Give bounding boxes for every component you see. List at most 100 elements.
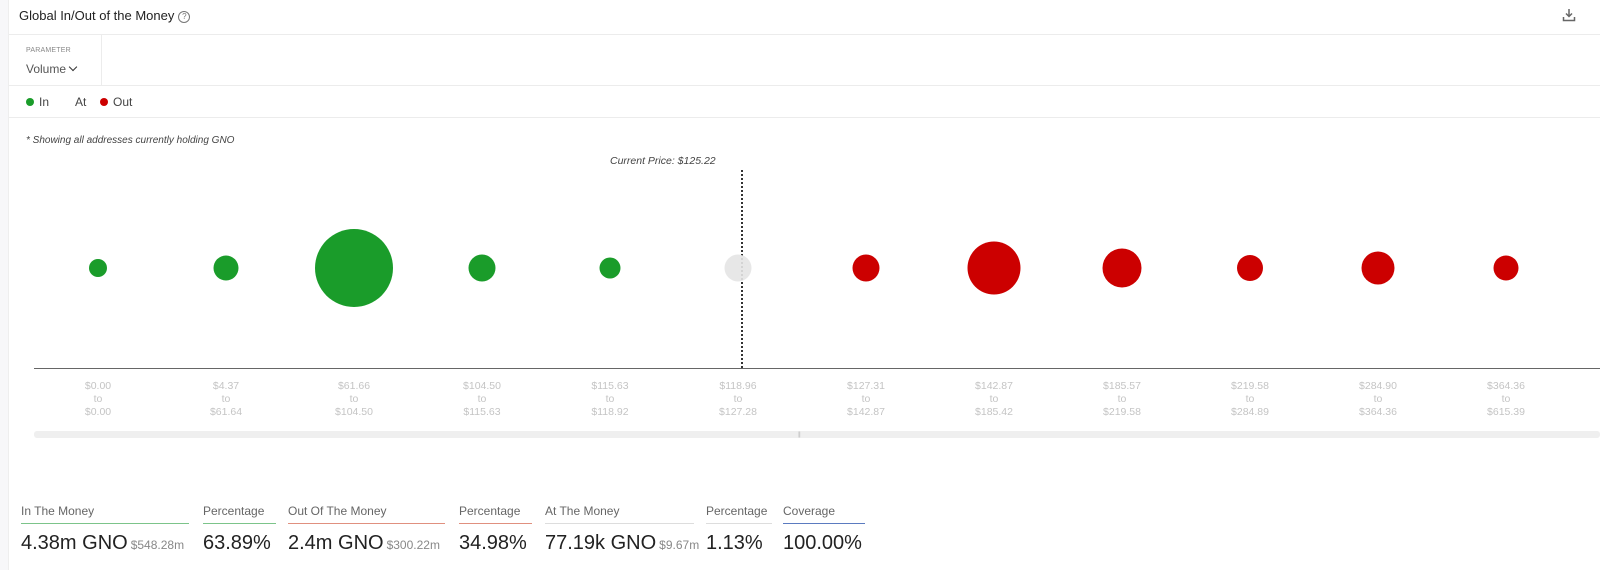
- chart-horizontal-scrollbar[interactable]: |||: [34, 431, 1600, 438]
- x-tick-to: $364.36: [1359, 406, 1397, 418]
- stat-label: At The Money: [545, 504, 694, 524]
- x-tick-to: $185.42: [975, 406, 1013, 418]
- bubble-in[interactable]: [89, 259, 107, 277]
- x-tick-to: $61.64: [209, 406, 243, 418]
- stat-label: In The Money: [21, 504, 189, 524]
- bubble-out[interactable]: [1237, 255, 1263, 281]
- stat-value: 4.38m GNO $548.28m: [21, 532, 189, 555]
- widget-header: Global In/Out of the Money?: [9, 0, 1600, 35]
- red-dot-icon: [100, 98, 108, 106]
- current-price-label: Current Price: $125.22: [610, 155, 716, 167]
- legend-item-in[interactable]: In: [26, 95, 49, 109]
- help-icon[interactable]: ?: [178, 11, 191, 23]
- x-tick-label: $127.31 to $142.87: [821, 380, 911, 419]
- x-tick-label: $185.57 to $219.58: [1077, 380, 1167, 419]
- stat-value-text: 77.19k GNO: [545, 532, 657, 554]
- stat-value-text: 100.00%: [783, 532, 862, 554]
- x-tick-to-word: to: [989, 393, 999, 405]
- stat-usd-value: $9.67m: [659, 538, 700, 552]
- stat-value-text: 2.4m GNO: [288, 532, 384, 554]
- bubble-in[interactable]: [213, 255, 239, 281]
- x-tick-to: $115.63: [463, 406, 501, 418]
- x-tick-to: $615.39: [1487, 406, 1525, 418]
- legend-label: In: [39, 95, 50, 109]
- stat-value-text: 1.13%: [706, 532, 763, 554]
- x-tick-from: $115.63: [591, 380, 629, 392]
- x-tick-label: $115.63 to $118.92: [565, 380, 655, 419]
- x-tick-label: $364.36 to $615.39: [1461, 380, 1551, 419]
- chevron-down-icon: [68, 62, 78, 72]
- parameter-value: Volume: [26, 62, 67, 76]
- parameter-dropdown[interactable]: Volume: [26, 62, 78, 76]
- x-tick-to-word: to: [349, 393, 359, 405]
- x-tick-from: $284.90: [1359, 380, 1397, 392]
- bubble-in[interactable]: [599, 257, 621, 279]
- x-axis-line: [34, 368, 1600, 369]
- stat-label: Coverage: [783, 504, 865, 524]
- bubble-out[interactable]: [1102, 248, 1142, 288]
- stat-percentage: Percentage 34.98%: [459, 504, 532, 555]
- x-tick-to-word: to: [1501, 393, 1511, 405]
- stat-label: Percentage: [706, 504, 772, 524]
- stat-value: 100.00%: [783, 532, 865, 555]
- x-tick-to: $142.87: [847, 406, 885, 418]
- x-tick-label: $142.87 to $185.42: [949, 380, 1039, 419]
- x-tick-label: $284.90 to $364.36: [1333, 380, 1423, 419]
- x-tick-to: $127.28: [719, 406, 757, 418]
- stat-out-of-the-money: Out Of The Money 2.4m GNO $300.22m: [288, 504, 445, 555]
- stat-label: Out Of The Money: [288, 504, 445, 524]
- x-tick-from: $61.66: [337, 380, 371, 392]
- stat-at-the-money: At The Money 77.19k GNO $9.67m: [545, 504, 699, 555]
- stat-value: 1.13%: [706, 532, 772, 555]
- x-tick-to-word: to: [477, 393, 487, 405]
- holding-note: * Showing all addresses currently holdin…: [26, 135, 235, 146]
- bubble-in[interactable]: [315, 229, 393, 307]
- x-tick-to: $284.89: [1231, 406, 1269, 418]
- parameter-row: PARAMETER Volume: [9, 35, 1600, 86]
- x-tick-label: $4.37 to $61.64: [181, 380, 271, 419]
- legend-item-at[interactable]: At: [75, 95, 86, 109]
- bubble-out[interactable]: [1361, 251, 1395, 285]
- x-tick-to: $219.58: [1103, 406, 1141, 418]
- x-tick-from: $364.36: [1487, 380, 1525, 392]
- stat-value: 77.19k GNO $9.67m: [545, 532, 699, 555]
- x-tick-to-word: to: [1245, 393, 1255, 405]
- stat-usd-value: $300.22m: [386, 538, 440, 552]
- x-tick-to-word: to: [221, 393, 231, 405]
- x-tick-to-word: to: [861, 393, 871, 405]
- stat-value: 34.98%: [459, 532, 532, 555]
- stat-coverage: Coverage 100.00%: [783, 504, 865, 555]
- x-tick-label: $0.00 to $0.00: [53, 380, 143, 419]
- x-tick-label: $104.50 to $115.63: [437, 380, 527, 419]
- x-tick-to-word: to: [1373, 393, 1383, 405]
- x-tick-to: $104.50: [335, 406, 373, 418]
- x-tick-from: $219.58: [1231, 380, 1269, 392]
- x-tick-from: $185.57: [1103, 380, 1141, 392]
- bubble-out[interactable]: [852, 254, 880, 282]
- stat-value-text: 63.89%: [203, 532, 271, 554]
- x-tick-label: $219.58 to $284.89: [1205, 380, 1295, 419]
- scroll-grip-icon[interactable]: |||: [798, 432, 801, 438]
- legend-item-out[interactable]: Out: [100, 95, 132, 109]
- x-tick-from: $4.37: [212, 380, 240, 392]
- bubble-in[interactable]: [468, 254, 496, 282]
- stat-value-text: 34.98%: [459, 532, 527, 554]
- left-sidebar-edge: [0, 0, 9, 570]
- legend: In At Out: [9, 86, 1600, 118]
- x-tick-to: $118.92: [591, 406, 629, 418]
- stat-label: Percentage: [459, 504, 532, 524]
- x-tick-label: $118.96 to $127.28: [693, 380, 783, 419]
- x-tick-from: $118.96: [719, 380, 757, 392]
- x-tick-from: $104.50: [463, 380, 501, 392]
- stat-value: 2.4m GNO $300.22m: [288, 532, 445, 555]
- legend-label: Out: [113, 95, 133, 109]
- x-tick-to-word: to: [605, 393, 615, 405]
- stat-percentage: Percentage 63.89%: [203, 504, 276, 555]
- bubble-out[interactable]: [1493, 255, 1519, 281]
- green-dot-icon: [26, 98, 34, 106]
- parameter-label: PARAMETER: [26, 47, 71, 54]
- bubble-out[interactable]: [967, 241, 1021, 295]
- bubble-at[interactable]: [724, 254, 752, 282]
- parameter-selector[interactable]: PARAMETER Volume: [9, 35, 102, 85]
- download-icon[interactable]: [1562, 8, 1576, 22]
